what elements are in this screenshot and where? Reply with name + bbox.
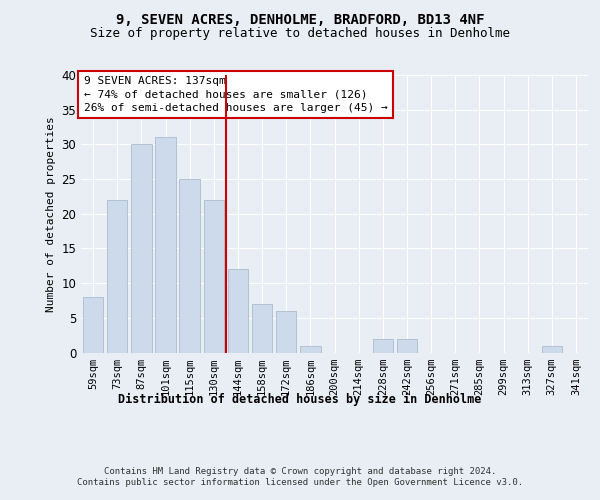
Y-axis label: Number of detached properties: Number of detached properties [46, 116, 56, 312]
Bar [397, 338, 417, 352]
Bar [227, 269, 248, 352]
Bar [276, 311, 296, 352]
Bar [203, 200, 224, 352]
Bar [179, 179, 200, 352]
Bar [542, 346, 562, 352]
Text: 9 SEVEN ACRES: 137sqm
← 74% of detached houses are smaller (126)
26% of semi-det: 9 SEVEN ACRES: 137sqm ← 74% of detached … [83, 76, 387, 113]
Text: 9, SEVEN ACRES, DENHOLME, BRADFORD, BD13 4NF: 9, SEVEN ACRES, DENHOLME, BRADFORD, BD13… [116, 12, 484, 26]
Text: Distribution of detached houses by size in Denholme: Distribution of detached houses by size … [118, 392, 482, 406]
Bar [155, 138, 176, 352]
Bar [300, 346, 320, 352]
Text: Contains HM Land Registry data © Crown copyright and database right 2024.
Contai: Contains HM Land Registry data © Crown c… [77, 468, 523, 487]
Text: Size of property relative to detached houses in Denholme: Size of property relative to detached ho… [90, 28, 510, 40]
Bar [252, 304, 272, 352]
Bar [107, 200, 127, 352]
Bar [131, 144, 152, 352]
Bar [373, 338, 393, 352]
Bar [83, 297, 103, 352]
